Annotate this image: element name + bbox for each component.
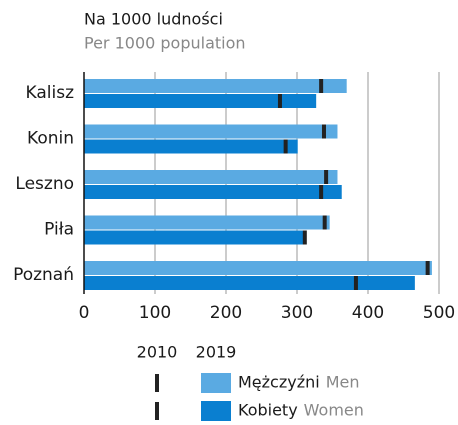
y-tick-label: Leszno [15,174,74,194]
x-tick-label: 0 [79,303,90,323]
x-tick-label: 100 [139,303,171,323]
bar [84,124,338,139]
marker-2010 [283,139,288,154]
bar [84,139,298,154]
y-tick-label: Piła [44,220,74,240]
legend-label: Mężczyźni [238,373,320,392]
marker-2010 [319,79,324,93]
y-tick-label: Poznań [13,265,74,285]
bar [84,230,307,245]
legend-label-en: Women [304,401,364,420]
bar [84,261,432,275]
legend-year: 2019 [196,343,237,362]
y-tick-label: Konin [27,129,74,149]
x-tick-label: 500 [423,303,455,323]
y-tick-label: Kalisz [26,83,75,103]
legend-marker [155,402,159,420]
bar [84,94,317,108]
marker-2010 [302,230,307,245]
chart-subtitle: Per 1000 population [84,34,246,53]
bar [84,185,342,199]
legend-swatch [201,373,231,393]
bar [84,79,347,93]
bar [84,215,330,230]
bar [84,170,338,184]
marker-2010 [322,215,327,230]
legend-marker [155,374,159,392]
legend-label-en: Men [326,373,360,392]
bar [84,276,415,290]
chart-title: Na 1000 ludności [84,10,223,29]
x-tick-label: 400 [352,303,384,323]
legend-label: Kobiety [238,401,298,420]
marker-2010 [425,261,430,275]
marker-2010 [319,185,324,199]
x-tick-label: 200 [210,303,242,323]
marker-2010 [353,276,358,290]
marker-2010 [324,170,329,184]
legend-swatch [201,401,231,421]
x-tick-label: 300 [281,303,313,323]
marker-2010 [277,94,282,108]
marker-2010 [321,124,326,139]
legend-year: 2010 [137,343,178,362]
